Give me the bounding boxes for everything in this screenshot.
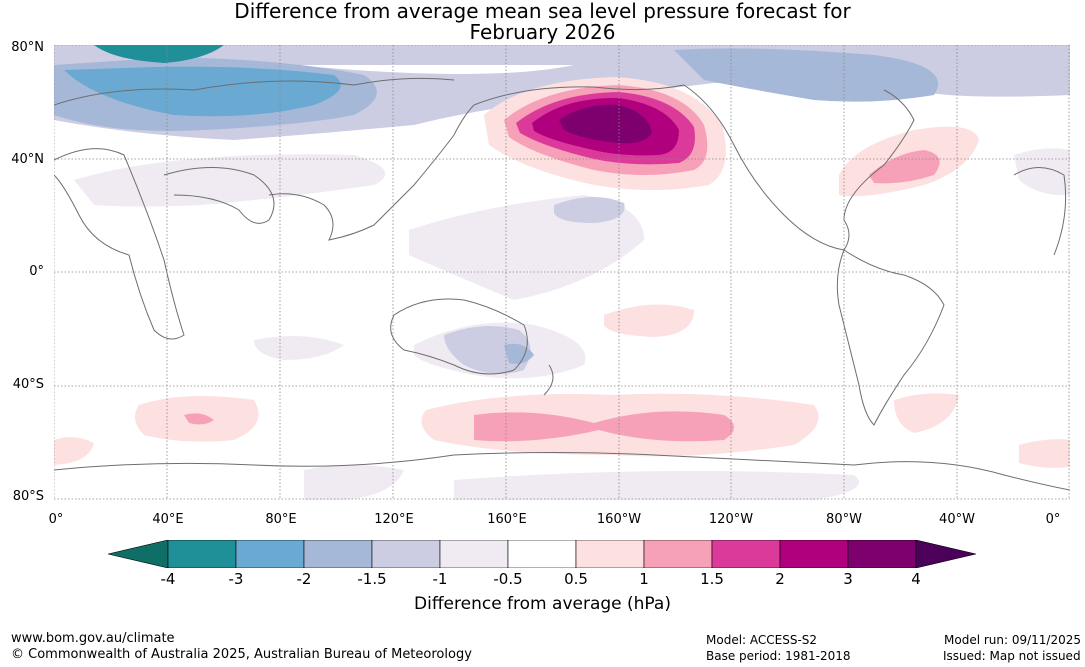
lon-label-160w: 160°W	[596, 512, 642, 527]
colorbar-swatch	[235, 540, 305, 568]
colorbar-swatch	[575, 540, 645, 568]
colorbar-tick-label: 1.5	[700, 570, 724, 588]
coast-australia	[390, 298, 528, 375]
colorbar-swatch	[507, 540, 577, 568]
lon-label-120w: 120°W	[708, 512, 754, 527]
lon-label-40e: 40°E	[152, 512, 184, 527]
coast-antarctica	[54, 452, 1070, 491]
colorbar-tick-label: -0.5	[493, 570, 523, 588]
coast-south-america	[836, 249, 945, 426]
anomaly-positive-south-pacific	[604, 304, 694, 337]
anomaly-positive-south-indian-core	[184, 413, 214, 425]
lat-label-40n: 40°N	[11, 152, 44, 167]
lon-label-120e: 120°E	[374, 512, 414, 527]
lon-label-0-west: 0°	[48, 512, 64, 527]
map-title-line2: February 2026	[469, 20, 616, 44]
coast-east-asia	[268, 104, 475, 241]
anomaly-positive-south-pacific-core	[474, 411, 734, 442]
colorbar-swatch	[303, 540, 373, 568]
footer-website: www.bom.gov.au/climate	[11, 631, 175, 646]
lat-label-80n: 80°N	[11, 40, 44, 55]
colorbar-swatch	[643, 540, 713, 568]
colorbar-swatch	[439, 540, 509, 568]
footer-model-run: Model run: 09/11/2025	[944, 633, 1082, 647]
colorbar-tick-label: -3	[228, 570, 244, 588]
lat-label-40s: 40°S	[12, 377, 44, 392]
colorbar-tick-label: -1.5	[357, 570, 387, 588]
lon-label-80w: 80°W	[826, 512, 862, 527]
anomaly-negative-arctic	[64, 66, 341, 117]
coast-new-zealand	[543, 364, 554, 396]
anomaly-weak-negative-antarctic	[304, 465, 404, 500]
coast-north-america	[473, 84, 915, 251]
map-title-line1: Difference from average mean sea level p…	[234, 0, 851, 23]
anomaly-positive-south-atlantic	[894, 393, 959, 433]
anomaly-weak-negative-indian	[254, 336, 344, 360]
lon-label-0-east: 0°	[1045, 512, 1061, 527]
footer-copyright: © Commonwealth of Australia 2025, Austra…	[11, 647, 472, 662]
colorbar-tick-label: 3	[843, 570, 853, 588]
lat-label-0: 0°	[29, 264, 44, 279]
pressure-anomaly-map	[54, 45, 1070, 500]
colorbar-swatch	[167, 540, 237, 568]
anomaly-weak-negative-asia	[74, 154, 386, 207]
colorbar-tick-label: -2	[296, 570, 312, 588]
coast-arabia-india	[163, 167, 275, 224]
anomaly-negative-hawaii	[554, 196, 625, 223]
coast-africa	[54, 148, 185, 340]
graticule	[54, 45, 1070, 500]
anomaly-positive-southeast	[1019, 439, 1070, 468]
anomaly-positive-atlantic-core	[869, 150, 940, 184]
lon-label-80e: 80°E	[265, 512, 297, 527]
anomaly-positive-pacific-core	[559, 104, 652, 144]
colorbar-swatch	[371, 540, 441, 568]
lon-label-160e: 160°E	[487, 512, 527, 527]
colorbar-extend-low	[108, 540, 169, 568]
colorbar-tick-label: -4	[160, 570, 176, 588]
anomaly-positive-southwest	[54, 437, 94, 465]
lat-label-80s: 80°S	[12, 489, 44, 504]
coast-eurasia-north	[54, 77, 455, 106]
colorbar-tick-label: 1	[639, 570, 649, 588]
colorbar-tick-label: 0.5	[564, 570, 588, 588]
colorbar-tick-label: -1	[432, 570, 448, 588]
colorbar-label: Difference from average (hPa)	[414, 594, 671, 614]
colorbar-swatch	[711, 540, 781, 568]
footer-base-period: Base period: 1981-2018	[706, 649, 851, 663]
colorbar-extend-high	[915, 540, 977, 568]
coastlines	[54, 77, 1070, 491]
coast-africa-east	[1013, 167, 1067, 256]
anomaly-weak-negative-east	[1014, 148, 1070, 196]
colorbar-tick-label: 4	[911, 570, 921, 588]
footer-issued: Issued: Map not issued	[943, 649, 1081, 663]
anomaly-weak-negative-antarctic-2	[454, 471, 859, 500]
lon-label-40w: 40°W	[939, 512, 975, 527]
anomaly-negative-core	[94, 45, 224, 63]
colorbar-tick-label: 2	[775, 570, 785, 588]
colorbar-swatch	[779, 540, 849, 568]
footer-model: Model: ACCESS-S2	[706, 633, 818, 647]
colorbar	[108, 540, 977, 568]
colorbar-swatch	[847, 540, 917, 568]
anomaly-negative-canada	[674, 48, 938, 102]
